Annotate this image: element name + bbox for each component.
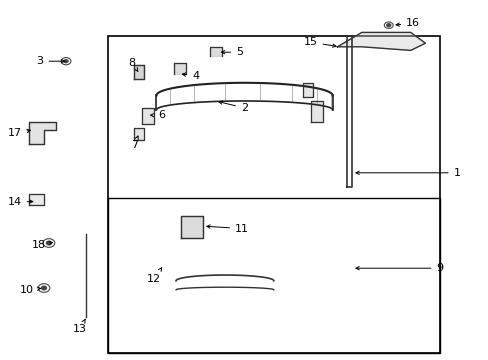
- Bar: [107, 36, 439, 353]
- Text: 9: 9: [355, 263, 443, 273]
- Text: 8: 8: [128, 58, 138, 71]
- Text: 15: 15: [303, 37, 335, 47]
- Circle shape: [46, 241, 51, 245]
- Text: 5: 5: [221, 47, 243, 57]
- Polygon shape: [142, 108, 154, 124]
- Text: 14: 14: [8, 197, 33, 207]
- Text: 4: 4: [182, 71, 199, 81]
- Circle shape: [64, 60, 68, 63]
- Circle shape: [386, 24, 390, 27]
- Polygon shape: [29, 194, 44, 205]
- Polygon shape: [134, 65, 144, 79]
- Bar: [107, 198, 439, 353]
- Polygon shape: [134, 128, 144, 140]
- Polygon shape: [310, 101, 322, 122]
- Text: 17: 17: [8, 128, 30, 138]
- Text: 2: 2: [219, 101, 247, 113]
- Text: 16: 16: [395, 18, 419, 28]
- Text: 6: 6: [150, 110, 164, 120]
- Text: 1: 1: [355, 168, 460, 178]
- Text: 10: 10: [20, 285, 41, 295]
- Text: 12: 12: [147, 268, 162, 284]
- Polygon shape: [173, 63, 185, 74]
- Circle shape: [41, 286, 46, 290]
- Text: 11: 11: [206, 224, 248, 234]
- Polygon shape: [29, 122, 56, 144]
- Polygon shape: [303, 83, 312, 97]
- Text: 3: 3: [37, 56, 64, 66]
- Text: 18: 18: [32, 240, 52, 250]
- Text: 13: 13: [73, 319, 86, 334]
- Polygon shape: [181, 216, 203, 238]
- Text: 7: 7: [131, 136, 138, 150]
- Polygon shape: [337, 32, 425, 50]
- Polygon shape: [210, 47, 222, 56]
